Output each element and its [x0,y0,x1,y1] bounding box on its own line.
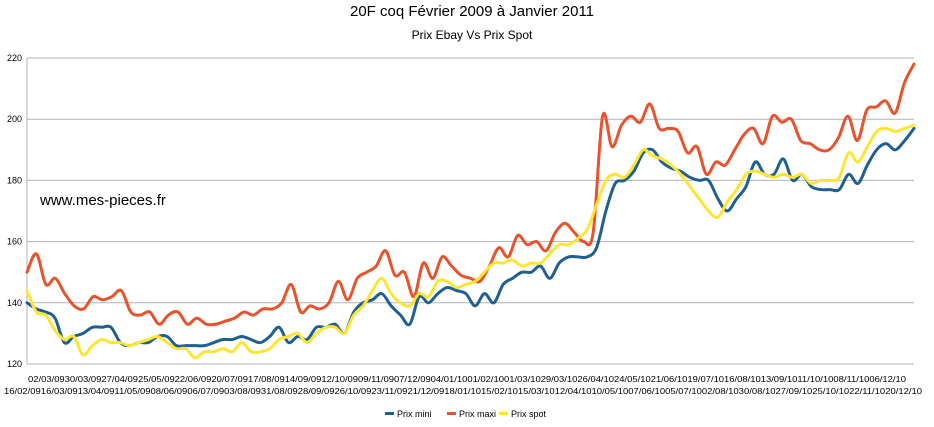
watermark-text: www.mes-pieces.fr [39,192,166,209]
legend-label-prix-spot: Prix spot [511,409,547,419]
x-axis: 02/03/0930/03/0927/04/0925/05/0922/06/09… [4,375,923,396]
chart-title: 20F coq Février 2009 à Janvier 2011 [350,3,594,20]
y-axis: 120 140 160 180 200 220 [7,53,22,369]
series-line-prix-mini [25,126,916,348]
y-tick-label: 140 [7,298,22,308]
y-tick-label: 200 [7,114,22,124]
x-tick-labels-row2: 16/02/0916/03/0913/04/0911/05/0908/06/09… [4,387,923,396]
y-tick-label: 120 [7,359,22,369]
series-layer [25,62,916,360]
series-line-prix-spot [25,123,916,360]
gridlines [26,57,914,365]
y-tick-label: 180 [7,175,22,185]
legend-swatch-prix-maxi [447,412,456,415]
series-line-prix-maxi [25,62,916,327]
x-tick-labels-row1: 02/03/0930/03/0927/04/0925/05/0922/06/09… [28,375,907,384]
legend-label-prix-maxi: Prix maxi [459,409,496,419]
legend-label-prix-mini: Prix mini [397,409,432,419]
y-tick-label: 220 [7,53,22,63]
legend-swatch-prix-mini [385,412,394,415]
legend: Prix mini Prix maxi Prix spot [385,409,547,419]
legend-swatch-prix-spot [499,412,508,415]
chart-subtitle: Prix Ebay Vs Prix Spot [412,28,533,42]
y-tick-label: 160 [7,237,22,247]
